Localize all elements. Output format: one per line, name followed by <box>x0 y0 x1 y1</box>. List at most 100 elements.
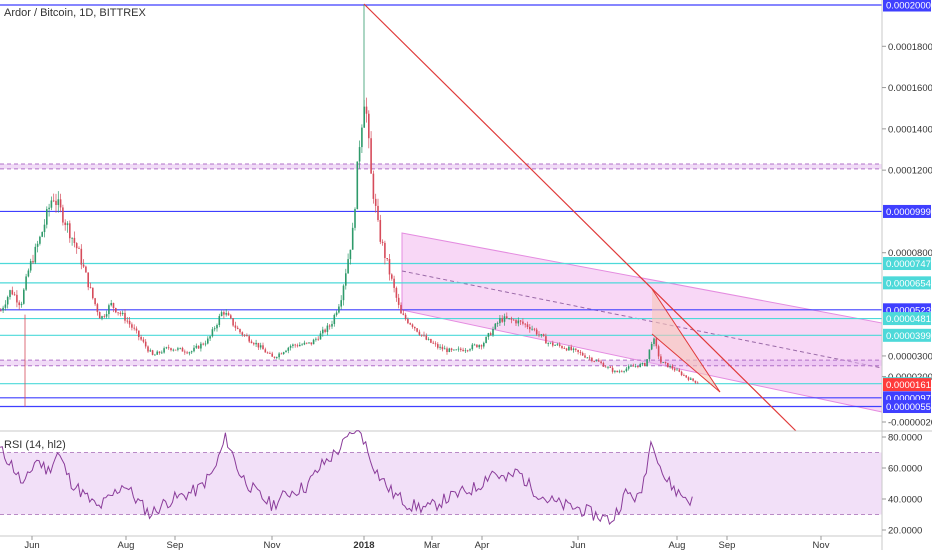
rsi-tick-label: 40.0000 <box>888 495 922 506</box>
candle-body <box>255 342 257 345</box>
candle-body <box>29 261 32 271</box>
candle-body <box>46 209 48 225</box>
wedge-lower-line[interactable] <box>651 333 721 393</box>
candle-body <box>644 362 646 366</box>
candle-body <box>151 350 154 355</box>
candle-body <box>135 328 138 331</box>
candle-body <box>669 365 671 368</box>
candle-body <box>522 321 524 324</box>
candle-body <box>211 329 214 337</box>
candle-body <box>347 259 349 274</box>
candle-body <box>144 341 147 347</box>
candle-body <box>85 266 87 273</box>
candle-body <box>409 323 411 325</box>
level-price-label-bg <box>883 276 931 290</box>
candle-body <box>379 220 382 242</box>
candle-body <box>407 318 409 324</box>
candle-body <box>604 366 607 368</box>
candle-body <box>464 350 467 352</box>
candle-body <box>485 336 487 343</box>
candle-body <box>315 338 317 340</box>
candle-body <box>181 347 184 352</box>
candle-body <box>333 314 336 324</box>
candle-body <box>312 339 315 345</box>
candle-body <box>115 308 117 313</box>
candle-body <box>602 363 605 367</box>
candle-body <box>683 375 685 376</box>
candle-body <box>667 362 669 368</box>
candle-body <box>501 318 503 322</box>
candle-body <box>598 360 600 362</box>
candle-body <box>595 360 598 362</box>
candle-body <box>216 325 218 329</box>
descending-trendline[interactable] <box>363 3 797 432</box>
candle-body <box>478 345 480 348</box>
candle-body <box>446 348 448 353</box>
candle-body <box>105 314 108 317</box>
candle-body <box>188 352 191 354</box>
candle-body <box>161 352 163 354</box>
candle-body <box>655 338 658 347</box>
candle-body <box>27 270 30 277</box>
time-tick-label: Nov <box>264 540 281 550</box>
candle-body <box>469 349 471 351</box>
level-price-label: 0.00000971 <box>886 393 932 404</box>
candle-body <box>420 334 423 336</box>
candle-body <box>563 348 566 349</box>
candle-body <box>89 287 92 288</box>
candle-body <box>558 344 561 346</box>
candle-body <box>673 368 676 371</box>
candle-body <box>570 346 572 351</box>
time-tick-label: Apr <box>475 540 490 550</box>
candle-body <box>646 359 648 366</box>
candle-body <box>259 345 262 348</box>
candle-body <box>117 312 119 314</box>
level-price-label: 0.00007477 <box>886 259 932 270</box>
candle-body <box>577 349 579 352</box>
candle-body <box>483 342 485 347</box>
candle-body <box>678 369 681 372</box>
candle-body <box>600 361 602 364</box>
candle-body <box>443 348 446 350</box>
candle-body <box>434 343 437 345</box>
candle-body <box>220 312 223 317</box>
candle-body <box>273 356 276 358</box>
candle-body <box>163 348 165 353</box>
chart-title: Ardor / Bitcoin, 1D, BITTREX <box>4 7 146 19</box>
price-pane[interactable] <box>0 0 883 432</box>
candle-body <box>361 127 363 148</box>
level-price-label-bg <box>883 378 931 392</box>
candle-body <box>119 312 122 315</box>
candle-body <box>611 367 614 372</box>
candle-body <box>223 312 225 315</box>
candle-body <box>25 276 27 290</box>
candle-body <box>280 353 283 355</box>
candle-body <box>264 349 267 353</box>
level-zone <box>0 164 882 169</box>
candle-body <box>506 316 508 319</box>
rsi-title: RSI (14, hl2) <box>4 439 66 451</box>
candle-body <box>324 329 326 332</box>
candle-body <box>641 362 644 365</box>
candle-body <box>676 369 678 371</box>
candle-body <box>581 352 584 356</box>
rsi-pane[interactable] <box>0 430 882 525</box>
candle-body <box>172 349 175 351</box>
candle-body <box>177 348 179 350</box>
candle-body <box>225 313 227 315</box>
candle-body <box>243 334 246 336</box>
candle-body <box>572 348 575 351</box>
candle-body <box>627 366 630 369</box>
level-price-label-bg <box>883 204 931 218</box>
wedge-upper-line[interactable] <box>651 288 721 393</box>
candle-body <box>36 243 39 247</box>
level-price-label: 0.00005235 <box>886 305 932 316</box>
candle-body <box>685 375 687 378</box>
candle-body <box>690 378 692 380</box>
rsi-axis: 80.0000 60.0000 40.0000 20.0000 <box>882 433 922 537</box>
time-axis[interactable]: Jun Aug Sep Nov 2018 Mar Apr Jun Aug Sep Nov <box>24 536 830 550</box>
